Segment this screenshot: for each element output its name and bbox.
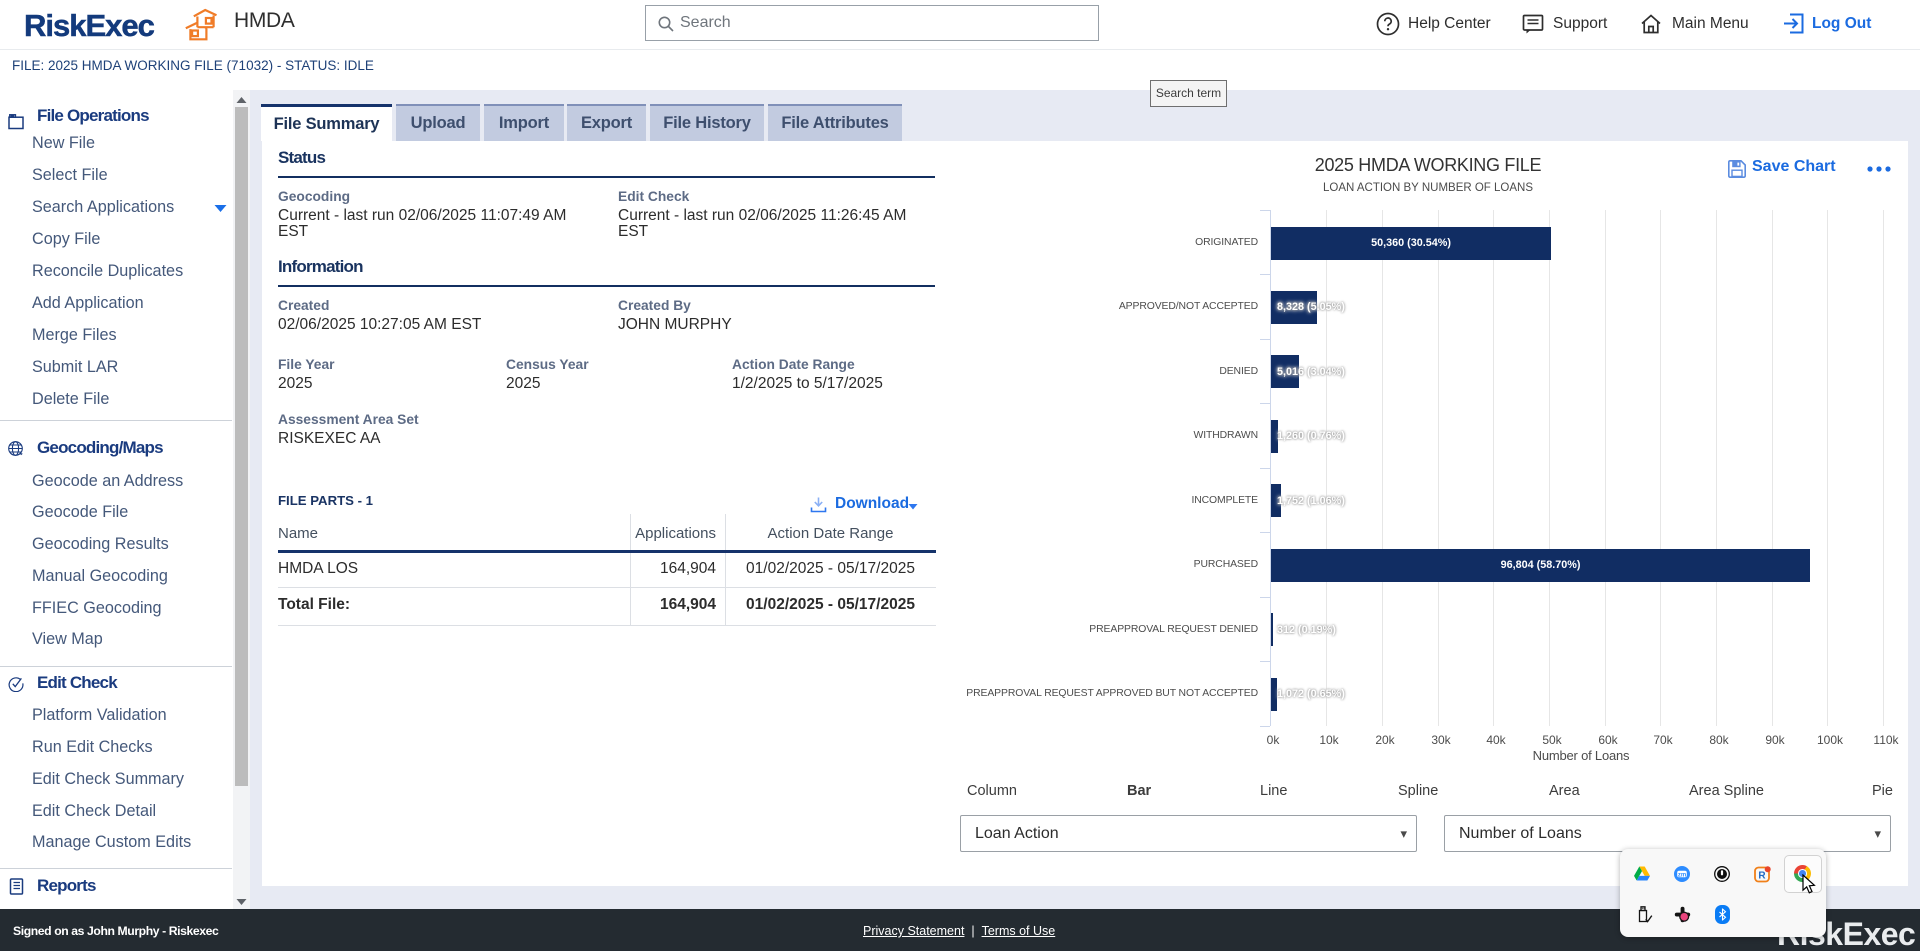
svg-text:R: R <box>1758 871 1766 882</box>
svg-text:zm: zm <box>1678 872 1686 878</box>
